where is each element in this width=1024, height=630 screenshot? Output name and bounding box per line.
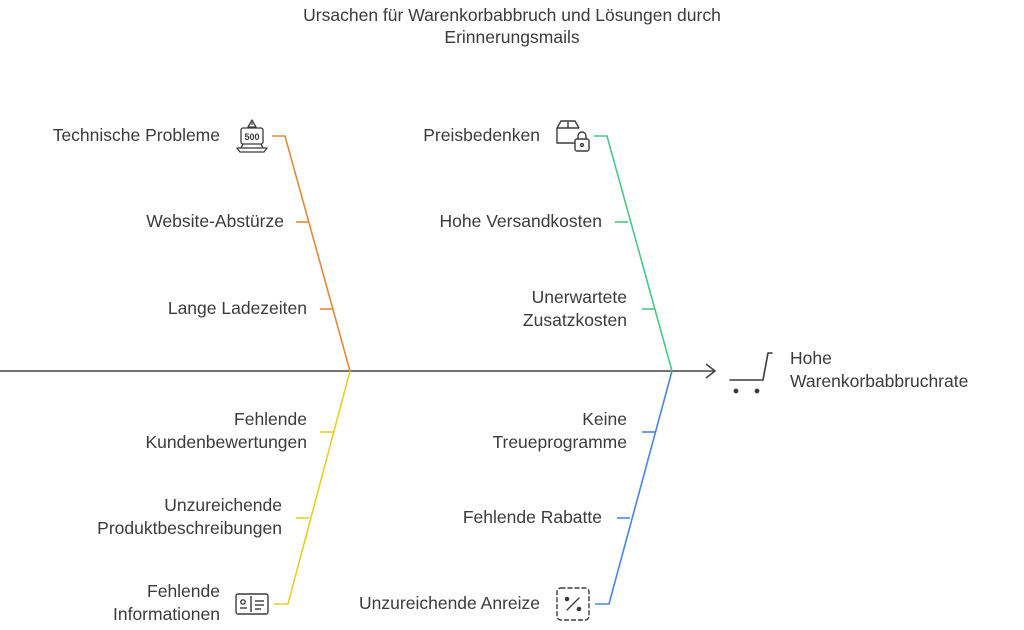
cause-produktbeschreibungen-line-2: Produktbeschreibungen: [97, 518, 282, 538]
cause-treueprogramme-line-2: Treueprogramme: [492, 432, 627, 452]
cause-produktbeschreibungen-line-1: Unzureichende: [164, 495, 282, 515]
head-informationen-line-1: Fehlende: [147, 581, 220, 601]
cause-fehlende-kundenbewertungen: Fehlende Kundenbewertungen: [145, 408, 307, 454]
effect-line-2: Warenkorbabbruchrate: [790, 371, 969, 391]
cause-website-abstuerze: Website-Abstürze: [146, 211, 284, 231]
discount-percent-icon: [556, 587, 590, 621]
cause-kundenbewertungen-line-2: Kundenbewertungen: [145, 432, 307, 452]
cause-unerwartete-line-2: Zusatzkosten: [522, 310, 627, 330]
shopping-cart-icon: [729, 352, 773, 394]
cause-fehlende-rabatte: Fehlende Rabatte: [462, 507, 602, 527]
title-line-2: Erinnerungsmails: [444, 27, 580, 47]
spine-arrowhead: [705, 363, 717, 379]
cause-unerwartete-line-1: Unerwartete: [531, 287, 627, 307]
cause-hohe-versandkosten: Hohe Versandkosten: [439, 211, 602, 231]
locked-package-icon: [556, 120, 590, 152]
effect-line-1: Hohe: [790, 348, 832, 368]
branch-incentives: [595, 370, 673, 605]
effect-label: Hohe Warenkorbabbruchrate: [790, 347, 968, 393]
head-unzureichende-anreize: Unzureichende Anreize: [359, 593, 540, 613]
cause-keine-treueprogramme: Keine Treueprogramme: [492, 408, 627, 454]
head-preisbedenken: Preisbedenken: [423, 125, 540, 145]
head-fehlende-informationen: Fehlende Informationen: [113, 580, 220, 626]
branch-technical: [272, 135, 351, 372]
cause-treueprogramme-line-1: Keine: [582, 409, 627, 429]
cause-kundenbewertungen-line-1: Fehlende: [234, 409, 307, 429]
diagram-title: Ursachen für Warenkorbabbruch und Lösung…: [212, 4, 812, 48]
svg-text:500: 500: [244, 132, 259, 142]
cause-unzureichende-produktbeschreibungen: Unzureichende Produktbeschreibungen: [97, 494, 282, 540]
title-line-1: Ursachen für Warenkorbabbruch und Lösung…: [303, 5, 721, 25]
branch-price: [594, 135, 673, 372]
head-technische-probleme: Technische Probleme: [52, 125, 220, 145]
product-info-card-icon: [235, 593, 269, 615]
head-informationen-line-2: Informationen: [112, 604, 220, 624]
server-error-500-icon: 500: [236, 119, 268, 153]
cause-lange-ladezeiten: Lange Ladezeiten: [167, 298, 307, 318]
branch-information: [274, 370, 351, 605]
cause-unerwartete-zusatzkosten: Unerwartete Zusatzkosten: [523, 286, 627, 332]
